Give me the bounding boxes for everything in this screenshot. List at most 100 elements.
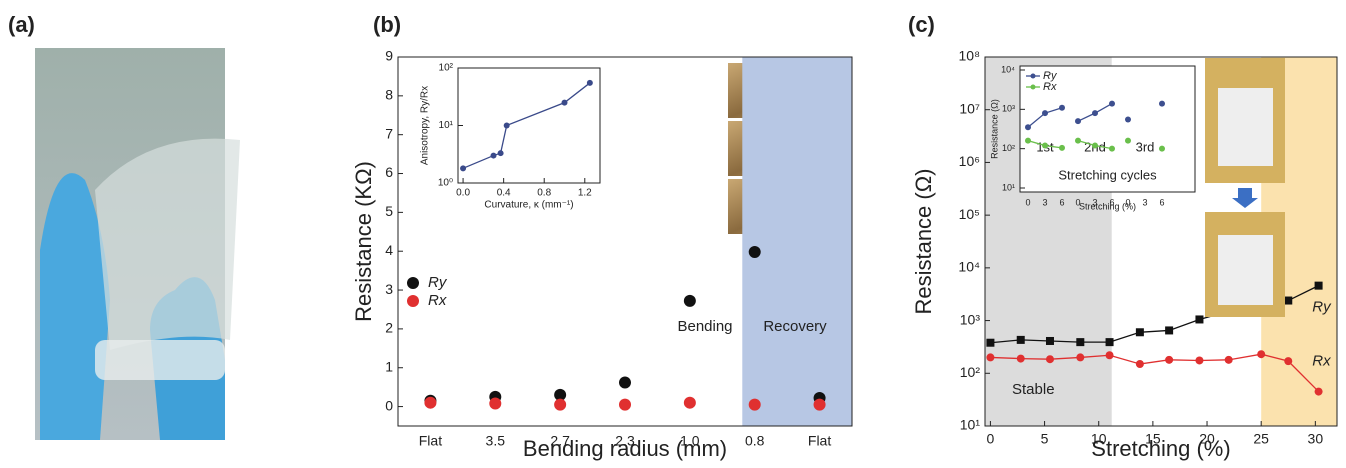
data-point xyxy=(554,388,567,401)
data-point xyxy=(619,398,631,411)
y-tick-label: 3 xyxy=(385,281,393,297)
data-point xyxy=(1092,142,1098,149)
inset-photo xyxy=(1205,58,1285,317)
legend-marker xyxy=(407,295,419,307)
x-tick-label: 15 xyxy=(1145,431,1161,447)
data-point xyxy=(1224,355,1233,364)
legend-label: Ry xyxy=(428,274,448,291)
x-axis-label: Curvature, κ (mm⁻¹) xyxy=(484,200,573,211)
y-tick-label: 2 xyxy=(385,320,393,336)
charts: 0 1 2 3 4 5 6 7 8 9 Flat 3.5 2.7 2.3 1.0 0.8 Flat Bending… xyxy=(351,48,1338,461)
data-point xyxy=(1045,336,1054,345)
x-tick-label: 6 xyxy=(1059,197,1064,207)
data-point xyxy=(813,398,826,411)
x-axis-label: Bending radius (mm) xyxy=(523,436,727,461)
data-point xyxy=(489,397,502,410)
y-tick-label: 1 xyxy=(385,358,393,374)
x-tick-label: 0.8 xyxy=(745,433,765,449)
data-point xyxy=(1059,104,1065,111)
data-point xyxy=(561,99,568,106)
data-point xyxy=(1092,110,1098,117)
data-point xyxy=(1075,118,1081,125)
x-tick-label: 30 xyxy=(1308,431,1324,447)
x-tick-label: 0 xyxy=(1125,197,1130,207)
y-tick-label: 8 xyxy=(385,87,393,103)
data-point xyxy=(1195,356,1204,365)
y-tick-label: 10² xyxy=(439,63,454,74)
y-tick-label: 10³ xyxy=(960,311,981,327)
panel-label: (a) xyxy=(8,12,35,37)
inset-background xyxy=(458,68,600,183)
legend-marker xyxy=(407,277,419,289)
y-tick-label: 10⁰ xyxy=(438,178,453,189)
data-point xyxy=(497,150,504,157)
data-point xyxy=(1025,137,1031,144)
data-point xyxy=(1125,137,1131,144)
y-tick-label: 6 xyxy=(385,164,393,180)
x-tick-label: 6 xyxy=(1159,197,1164,207)
x-tick-label: 3 xyxy=(1142,197,1147,207)
group-axis-label: Stretching cycles xyxy=(1058,167,1157,182)
plot-frame xyxy=(1019,65,1196,193)
series-label: Rx xyxy=(1312,353,1331,370)
data-point xyxy=(1314,281,1323,290)
y-tick-label: 0 xyxy=(385,397,393,413)
data-point xyxy=(986,338,995,347)
data-point xyxy=(1042,110,1048,117)
data-point xyxy=(1135,328,1144,337)
x-tick-label: 25 xyxy=(1253,431,1269,447)
shaded-region xyxy=(742,57,852,426)
x-tick-label: 3 xyxy=(1092,197,1097,207)
x-tick-label: 5 xyxy=(1041,431,1049,447)
data-point xyxy=(986,353,995,362)
y-tick-label: 5 xyxy=(385,203,393,219)
data-point xyxy=(1025,124,1031,131)
y-tick-label: 10⁴ xyxy=(1001,64,1015,74)
x-tick-label: Flat xyxy=(808,433,831,449)
annotation: Stable xyxy=(1012,381,1055,398)
y-tick-label: 10¹ xyxy=(960,417,981,433)
data-point xyxy=(1075,137,1081,144)
x-tick-label: 2.7 xyxy=(550,433,570,449)
data-point xyxy=(748,398,761,411)
series-line xyxy=(462,82,591,169)
y-axis-label: Resistance (Ω) xyxy=(989,99,999,159)
y-tick-label: 10² xyxy=(960,364,981,380)
x-tick-label: 3.5 xyxy=(486,433,506,449)
data-point xyxy=(1045,355,1054,364)
x-tick-label: 0 xyxy=(987,431,995,447)
panel-label: (c) xyxy=(908,12,935,37)
data-point xyxy=(460,165,467,172)
x-axis-label: Stretching (%) xyxy=(1079,201,1136,211)
data-point xyxy=(1016,354,1025,363)
data-point xyxy=(1135,360,1144,369)
data-point xyxy=(1314,387,1323,396)
y-tick-label: 10¹ xyxy=(1002,182,1015,192)
data-point xyxy=(1159,145,1165,152)
x-tick-label: 0.8 xyxy=(537,188,551,199)
x-tick-label: 2.3 xyxy=(615,433,635,449)
y-axis-label: Anisotropy, Ry/Rx xyxy=(420,86,431,165)
x-tick-label: Flat xyxy=(419,433,442,449)
data-point xyxy=(490,152,497,159)
data-point xyxy=(1076,338,1085,347)
legend-label: Ry xyxy=(1043,70,1058,82)
y-tick-label: 10⁶ xyxy=(959,153,980,169)
y-tick-label: 10³ xyxy=(1002,104,1015,114)
x-tick-label: 10 xyxy=(1091,431,1107,447)
series-line xyxy=(990,353,1320,393)
data-point xyxy=(554,398,567,411)
x-tick-label: 0.0 xyxy=(456,188,470,199)
plot-frame xyxy=(397,56,853,427)
data-point xyxy=(1076,353,1085,362)
data-point xyxy=(1059,144,1065,151)
group-label: 3rd xyxy=(1136,139,1155,154)
plot-frame xyxy=(984,56,1338,427)
data-point xyxy=(1195,315,1204,324)
legend-label: Rx xyxy=(428,292,447,309)
y-tick-label: 10⁸ xyxy=(959,48,981,64)
data-point xyxy=(748,245,761,258)
y-tick-label: 10⁵ xyxy=(959,206,980,222)
y-tick-label: 10⁴ xyxy=(958,259,980,275)
